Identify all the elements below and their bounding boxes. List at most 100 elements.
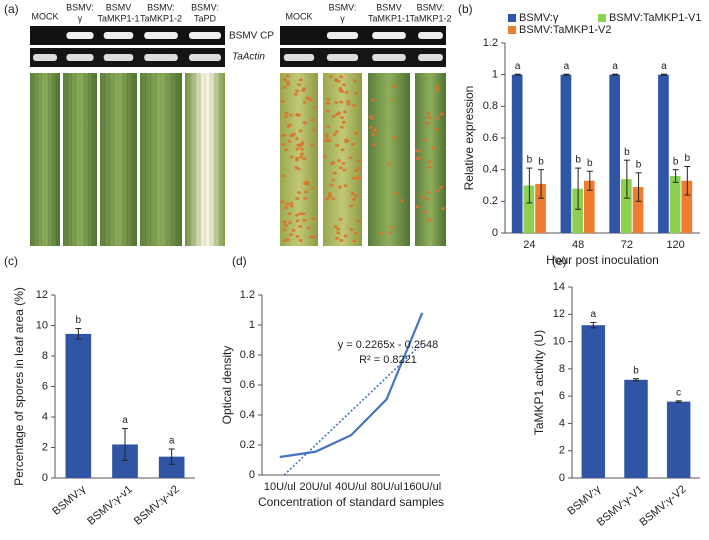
leaf: [368, 73, 410, 246]
rust-spot: [424, 197, 429, 201]
significance-letter: b: [575, 155, 581, 166]
rust-spot: [351, 176, 356, 180]
leaf: [30, 73, 60, 246]
rust-spot: [349, 227, 354, 231]
rust-spot: [356, 219, 361, 223]
panel-label: (c): [4, 254, 18, 268]
rust-spot: [282, 77, 287, 81]
lane-label: γ: [78, 13, 83, 23]
lane-label: MOCK: [286, 11, 313, 21]
y-tick-label: 0.2: [483, 195, 498, 207]
rust-spot: [344, 91, 349, 95]
rust-spot: [436, 116, 441, 120]
gel-band: [144, 54, 178, 61]
rust-spot: [423, 210, 428, 214]
rust-spot: [287, 212, 292, 216]
panel-a: (a)BSMV CPTaActinMOCKBSMV:γBSMVTaMKP1-1B…: [4, 2, 452, 246]
y-tick-label: 0.4: [240, 409, 255, 421]
rust-spot: [299, 147, 304, 151]
leaf: [63, 73, 97, 246]
rust-spot: [423, 138, 428, 142]
rust-spot: [368, 125, 373, 129]
panel-label: (a): [4, 2, 19, 16]
y-tick-label: 6: [559, 390, 565, 402]
significance-letter: b: [624, 147, 630, 158]
bar: [621, 179, 632, 233]
significance-letter: b: [587, 158, 593, 169]
rust-spot: [301, 88, 306, 92]
y-tick-label: 8: [559, 363, 565, 375]
bar: [581, 325, 606, 478]
rust-spot: [283, 115, 288, 119]
rust-spot: [339, 238, 344, 242]
significance-letter: a: [122, 415, 128, 426]
rust-spot: [295, 89, 300, 93]
rust-spot: [310, 118, 315, 122]
rust-spot: [289, 204, 294, 208]
bar: [666, 401, 691, 478]
rust-spot: [338, 217, 343, 221]
rust-spot: [288, 113, 293, 117]
rust-spot: [339, 75, 344, 79]
rust-spot: [327, 194, 332, 198]
x-tick-label: 120: [666, 239, 684, 251]
rust-spot: [351, 142, 356, 146]
rust-spot: [306, 226, 311, 230]
bar: [535, 183, 546, 233]
rust-spot: [331, 197, 336, 201]
x-tick-label: BSMV:γ-V1: [595, 483, 646, 528]
significance-letter: c: [676, 387, 681, 398]
rust-spot: [427, 116, 432, 120]
gel: [280, 48, 446, 67]
x-tick-label: BSMV:γ-v2: [132, 483, 182, 527]
rust-spot: [298, 224, 303, 228]
gel-band: [66, 54, 94, 61]
gel-band: [144, 32, 178, 39]
rust-spot: [324, 135, 329, 139]
rust-spot: [331, 114, 336, 118]
significance-letter: a: [591, 309, 597, 320]
x-tick-label: 160U/ul: [403, 481, 441, 493]
rust-spot: [332, 171, 337, 175]
rust-spot: [337, 159, 342, 163]
rust-spot: [354, 231, 359, 235]
rust-spot: [372, 128, 377, 132]
rust-spot: [341, 83, 346, 87]
rust-spot: [343, 184, 348, 188]
y-axis-title: Optical density: [220, 346, 234, 425]
bar: [523, 185, 535, 233]
rust-spot: [357, 166, 362, 170]
rust-spot: [301, 212, 306, 216]
rust-spot: [285, 202, 290, 206]
significance-letter: a: [169, 436, 175, 447]
rust-spot: [346, 102, 351, 106]
rust-spot: [331, 161, 336, 165]
rust-spot: [346, 100, 351, 104]
rust-spot: [289, 233, 294, 237]
bar: [560, 74, 572, 234]
rust-spot: [341, 120, 346, 124]
y-axis-title: TaMKP1 activity (U): [532, 330, 546, 435]
rust-spot: [306, 97, 311, 101]
x-tick-label: 48: [572, 239, 584, 251]
rust-spot: [389, 226, 394, 230]
lane-label: BSMV:: [66, 2, 94, 12]
rust-spot: [420, 195, 425, 199]
rust-spot: [294, 165, 299, 169]
rust-spot: [354, 168, 359, 172]
significance-letter: a: [661, 61, 667, 72]
rust-spot: [354, 131, 359, 135]
x-tick-label: BSMV:γ-v1: [85, 483, 135, 527]
y-tick-label: 12: [553, 308, 565, 320]
gel-label: BSMV CP: [229, 31, 274, 42]
legend-swatch: [508, 14, 516, 22]
rust-spot: [427, 160, 432, 164]
significance-letter: b: [527, 155, 533, 166]
lane-label: TaMKP1-2: [140, 13, 182, 23]
lane-label: BSMV: [376, 2, 402, 12]
rust-spot: [282, 85, 287, 89]
rust-spot: [328, 74, 333, 78]
legend-label: BSMV:TaMKP1-V1: [609, 12, 702, 24]
rust-spot: [332, 133, 337, 137]
y-tick-label: 0: [42, 472, 48, 484]
